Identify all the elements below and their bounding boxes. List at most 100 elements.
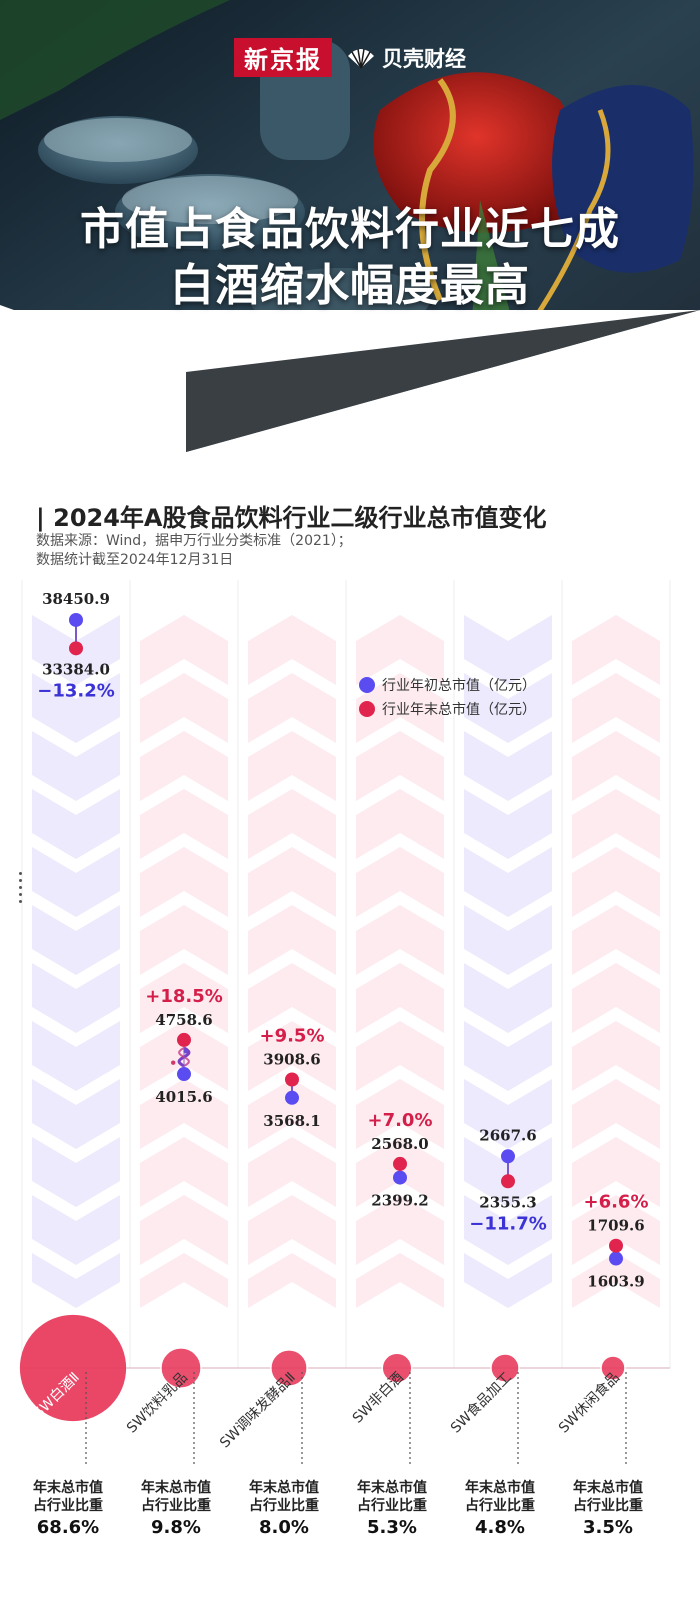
chevron [356,963,444,1033]
chevron [32,1253,120,1308]
share-caption-line1: 年末总市值 [249,1479,319,1496]
beike-logo-text: 贝壳财经 [382,46,466,71]
beike-logo: 贝壳财经 [346,43,466,73]
chevron [140,1079,228,1149]
share-bubble [19,1314,127,1422]
chevron [572,963,660,1033]
share-value: 9.8% [151,1517,201,1538]
chevron [248,1079,336,1149]
chevron [140,963,228,1033]
share-value: 4.8% [475,1517,525,1538]
share-caption-line2: 占行业比重 [465,1497,535,1514]
start-value-dot [501,1149,515,1164]
end-value-label: 2568.0 [371,1135,428,1153]
category-label: SW休闲食品 [555,1369,623,1437]
legend-marker [359,677,375,693]
share-value: 3.5% [583,1517,633,1538]
chevron [248,673,336,743]
start-value-dot [177,1067,191,1082]
start-value-label: 4015.6 [155,1088,212,1106]
end-value-dot [69,641,83,656]
chevron [248,847,336,917]
chevron [32,1021,120,1091]
share-bubble [270,1349,308,1387]
chevron [464,673,552,743]
category-label: SW饮料乳品 [124,1370,191,1437]
chevron [248,905,336,975]
chevron [356,731,444,801]
chevron [572,1195,660,1265]
start-value-label: 38450.9 [42,590,110,608]
chevron [140,847,228,917]
chevron [32,1137,120,1207]
share-bubble [160,1347,202,1389]
dumbbell: 2667.6 2355.3 −11.7% [469,1126,547,1234]
chevron [248,1253,336,1308]
chevron [140,789,228,859]
share-caption-line1: 年末总市值 [573,1479,643,1496]
hero-banner: 新京报 贝壳财经 市值占食品饮料行业近七成 白酒缩水幅度最高 [0,0,700,480]
chevron [464,847,552,917]
chevron [248,789,336,859]
chevron [572,615,660,685]
share-caption-line1: 年末总市值 [357,1479,427,1496]
chevron [140,731,228,801]
chevron [464,963,552,1033]
dumbbell: +18.5% 4758.6 4015.6 [145,986,223,1106]
dumbbell: +7.0% 2568.0 2399.2 [367,1110,432,1210]
share-caption-line2: 占行业比重 [33,1497,103,1514]
shell-icon [348,48,374,68]
chevron [140,1137,228,1207]
chevron [32,1195,120,1265]
end-value-dot [501,1174,515,1189]
chevron [356,673,444,743]
chevron [32,1079,120,1149]
helix-dot [171,1060,176,1065]
end-value-dot [393,1156,407,1171]
end-value-label: 3908.6 [263,1050,320,1068]
chevron [140,673,228,743]
data-source-line1: 数据来源：Wind，据申万行业分类标准（2021）； [36,533,352,549]
share-value: 68.6% [37,1517,99,1538]
chevron [248,731,336,801]
chevron [572,1137,660,1207]
chevron [572,673,660,743]
hero-title-line1: 市值占食品饮料行业近七成 [80,204,620,255]
dumbbell: 38450.9 33384.0 −13.2% [37,590,115,701]
chevron [248,1021,336,1091]
chevron-band [356,615,444,1308]
chevron [32,789,120,859]
change-label: +6.6% [583,1192,648,1213]
chevron-band [572,615,660,1308]
category-label: SW食品加工 [447,1369,515,1437]
share-caption-line1: 年末总市值 [141,1479,211,1496]
chevron [464,615,552,685]
change-label: +7.0% [367,1110,432,1131]
chevron [356,1021,444,1091]
end-value-dot [609,1238,623,1253]
chevron-band [32,615,120,1308]
chevron [356,615,444,685]
chevron [140,1195,228,1265]
chevron [356,905,444,975]
chevron [140,1253,228,1308]
more-dots-icon [19,872,23,907]
legend-label: 行业年初总市值（亿元） [382,677,536,694]
change-label: +9.5% [259,1025,324,1046]
share-caption-line2: 占行业比重 [141,1497,211,1514]
legend-label: 行业年末总市值（亿元） [382,701,536,718]
chevron-band [140,615,228,1308]
change-label: +18.5% [145,986,223,1007]
helix-dot [183,1049,188,1054]
chevron [32,847,120,917]
chevron [572,1079,660,1149]
chevron [356,1079,444,1149]
chevron-band [248,615,336,1308]
chevron [572,847,660,917]
chevron-band [464,615,552,1308]
chevron [248,1137,336,1207]
start-value-label: 2399.2 [371,1192,428,1210]
chevron [572,1253,660,1308]
share-bubble [381,1352,413,1384]
